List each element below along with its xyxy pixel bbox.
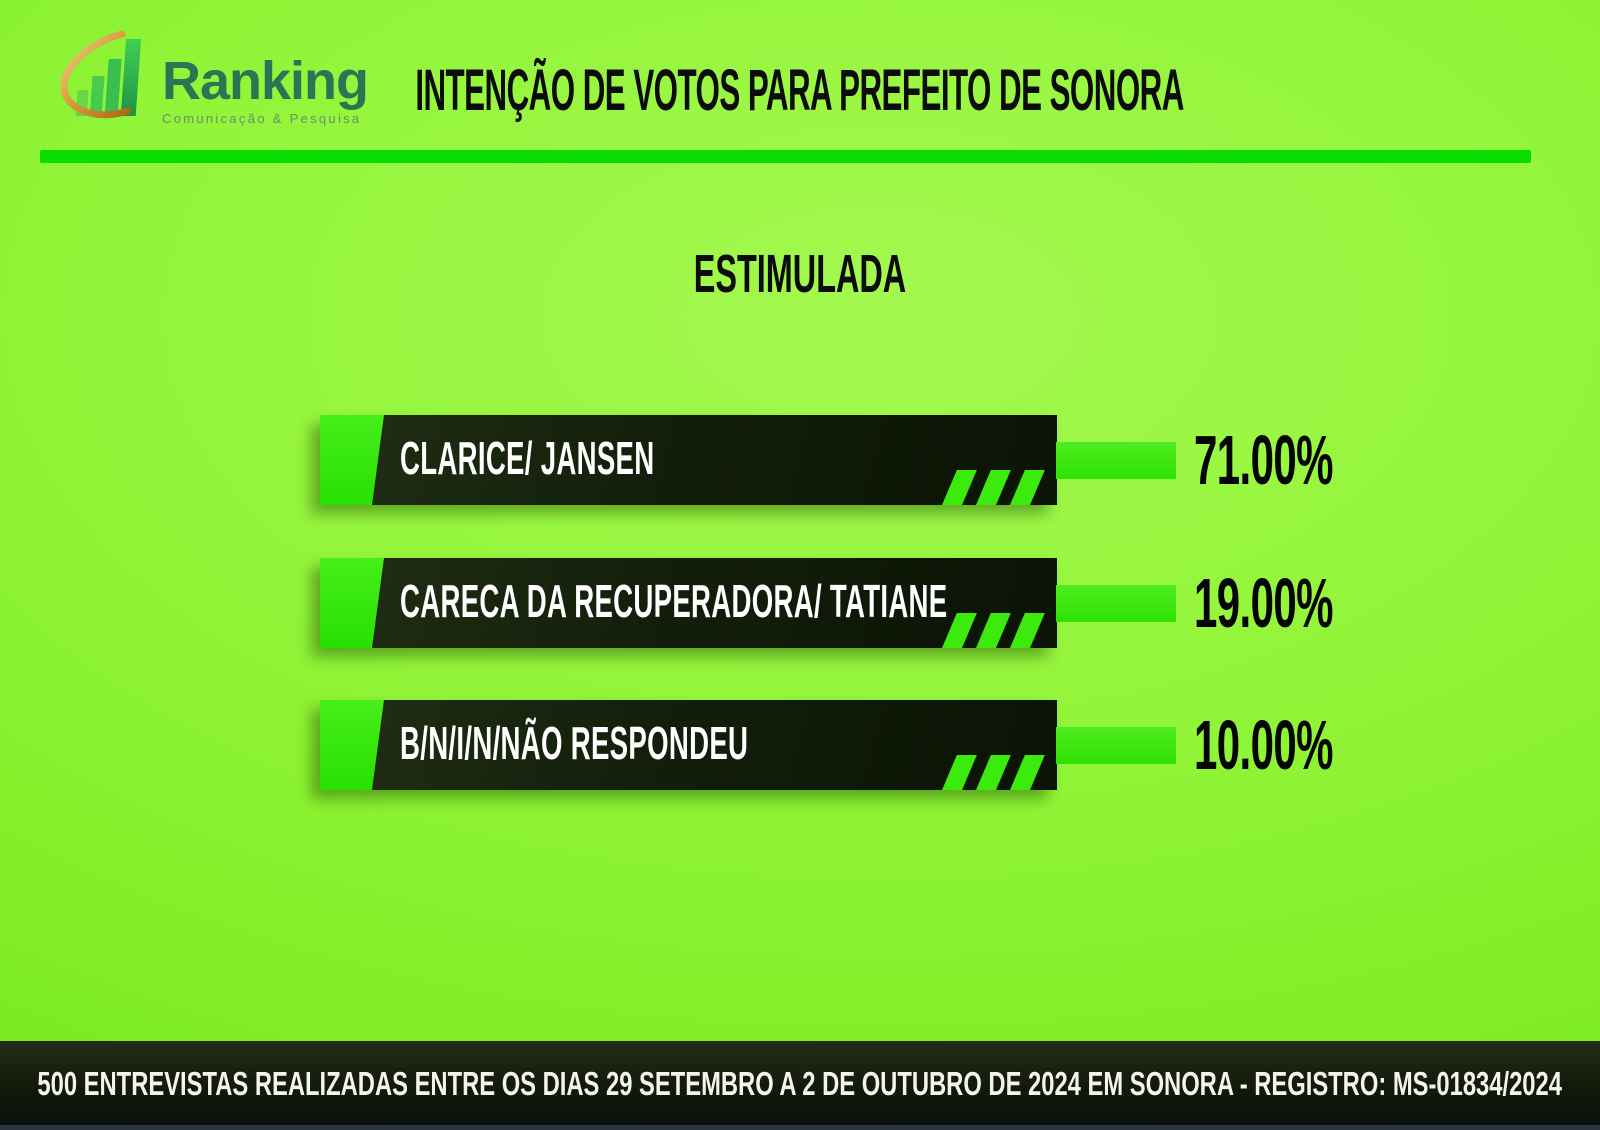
bar-body xyxy=(372,700,1057,790)
bar-row: B/N/I/N/NÃO RESPONDEU 10.00% xyxy=(0,700,1600,790)
bar-body xyxy=(372,558,1057,648)
brand-tagline: Comunicação & Pesquisa xyxy=(162,111,362,126)
page-title: INTENÇÃO DE VOTOS PARA PREFEITO DE SONOR… xyxy=(415,58,1185,123)
candidate-name: CLARICE/ JANSEN xyxy=(400,432,655,485)
candidate-name: CARECA DA RECUPERADORA/ TATIANE xyxy=(400,575,948,628)
ranking-logo: Ranking Comunicação & Pesquisa xyxy=(56,26,369,130)
chart-subtitle: ESTIMULADA xyxy=(693,244,907,304)
bar-connector xyxy=(1056,442,1176,479)
candidate-name: B/N/I/N/NÃO RESPONDEU xyxy=(400,717,749,770)
bar-lead-accent xyxy=(320,558,384,648)
brand-text: Ranking Comunicação & Pesquisa xyxy=(162,51,369,126)
candidate-bar: CARECA DA RECUPERADORA/ TATIANE xyxy=(320,558,1057,648)
page-title-container: INTENÇÃO DE VOTOS PARA PREFEITO DE SONOR… xyxy=(0,62,1600,120)
chart-subtitle-container: ESTIMULADA xyxy=(0,247,1600,301)
bar-body xyxy=(372,415,1057,505)
percentage-value: 71.00% xyxy=(1194,421,1333,499)
bar-connector xyxy=(1056,585,1176,622)
candidate-bar: CLARICE/ JANSEN xyxy=(320,415,1057,505)
bar-row: CLARICE/ JANSEN 71.00% xyxy=(0,415,1600,505)
footer-text: 500 ENTREVISTAS REALIZADAS ENTRE OS DIAS… xyxy=(37,1064,1563,1102)
percentage-value: 19.00% xyxy=(1194,564,1333,642)
bar-lead-accent xyxy=(320,415,384,505)
footer-bar: 500 ENTREVISTAS REALIZADAS ENTRE OS DIAS… xyxy=(0,1041,1600,1130)
brand-name: Ranking xyxy=(162,51,369,111)
candidate-bar: B/N/I/N/NÃO RESPONDEU xyxy=(320,700,1057,790)
bar-row: CARECA DA RECUPERADORA/ TATIANE 19.00% xyxy=(0,558,1600,648)
bar-lead-accent xyxy=(320,700,384,790)
percentage-value: 10.00% xyxy=(1194,706,1333,784)
header-divider xyxy=(40,150,1531,163)
bar-connector xyxy=(1056,727,1176,764)
bar-chart-logo-icon xyxy=(60,30,142,119)
